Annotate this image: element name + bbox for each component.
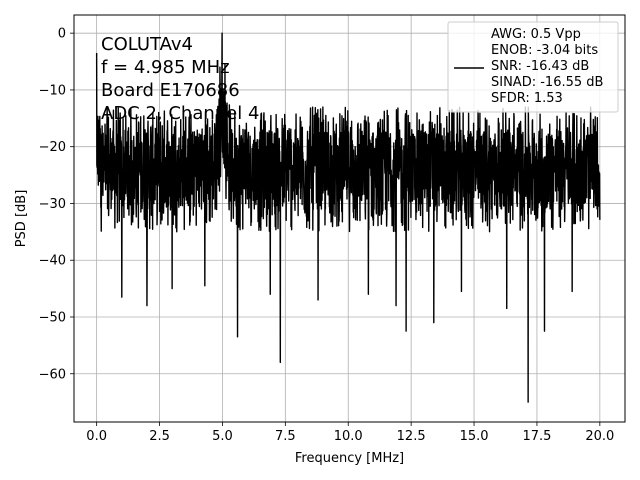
y-tick-label: −20	[39, 140, 66, 155]
annotation-line-chip: COLUTAv4	[101, 34, 193, 55]
x-tick-label: 20.0	[585, 429, 614, 444]
x-tick-label: 15.0	[460, 429, 489, 444]
series-layer	[95, 32, 601, 403]
annotation-line-board: Board E170686	[101, 80, 240, 101]
x-tick-label: 7.5	[275, 429, 296, 444]
legend-line-sinad: SINAD: -16.55 dB	[491, 75, 603, 90]
legend: AWG: 0.5 Vpp ENOB: -3.04 bits SNR: -16.4…	[447, 21, 619, 113]
x-tick-label: 5.0	[212, 429, 233, 444]
legend-line-snr: SNR: -16.43 dB	[491, 59, 589, 74]
x-tick-label: 12.5	[397, 429, 426, 444]
legend-box	[447, 21, 619, 113]
tick-marks	[70, 32, 601, 426]
x-tick-label: 17.5	[522, 429, 551, 444]
y-axis-label: PSD [dB]	[14, 190, 29, 248]
legend-line-enob: ENOB: -3.04 bits	[491, 43, 598, 58]
x-tick-label: 10.0	[334, 429, 363, 444]
chart-annotation: COLUTAv4 f = 4.985 MHz Board E170686 ADC…	[101, 34, 259, 124]
plot-frame	[73, 14, 626, 423]
axes-frame	[73, 14, 626, 423]
legend-line-sfdr: SFDR: 1.53	[491, 91, 563, 106]
psd-series-line	[95, 32, 601, 403]
legend-line-awg: AWG: 0.5 Vpp	[491, 27, 581, 42]
y-tick-label: −30	[39, 197, 66, 212]
annotation-line-channel: ADC 2, Channel 4	[101, 103, 259, 124]
x-tick-label: 2.5	[149, 429, 170, 444]
x-tick-label: 0.0	[86, 429, 107, 444]
y-tick-label: −40	[39, 254, 66, 269]
annotation-line-frequency: f = 4.985 MHz	[101, 57, 230, 78]
y-tick-label: −10	[39, 83, 66, 98]
y-tick-label: −60	[39, 367, 66, 382]
x-axis-label: Frequency [MHz]	[295, 451, 404, 466]
y-tick-label: 0	[58, 27, 66, 42]
y-tick-label: −50	[39, 310, 66, 325]
